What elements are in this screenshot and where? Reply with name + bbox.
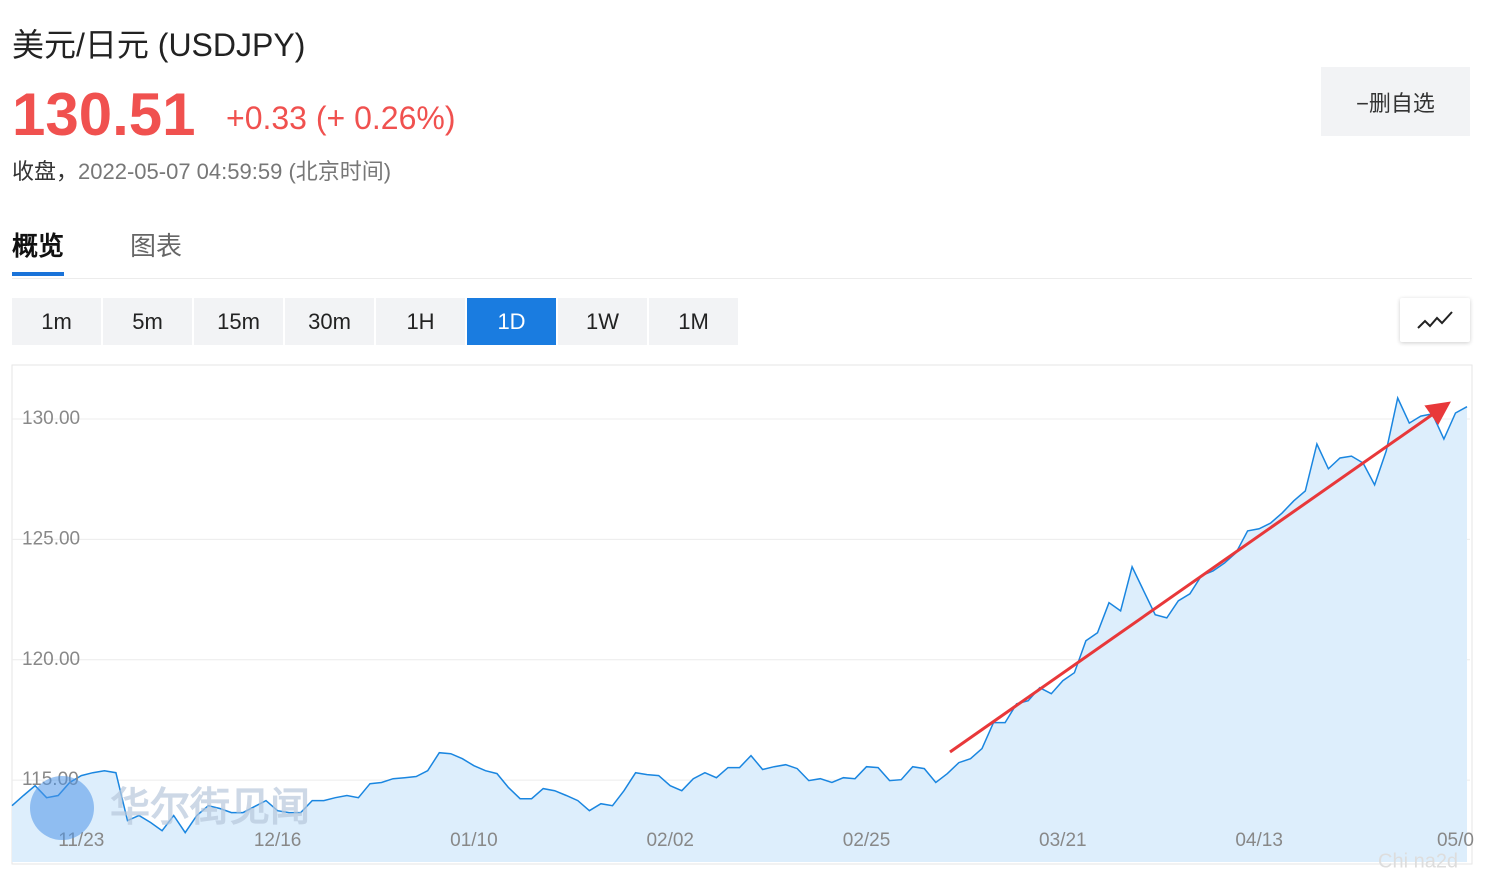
watermark: 华尔街见闻 [110, 786, 310, 830]
interval-button[interactable]: 1m [12, 298, 101, 345]
trend-arrow [949, 401, 1451, 754]
title: 美元/日元 (USDJPY) [12, 27, 306, 63]
interval-button[interactable]: 5m [103, 298, 192, 345]
chart-type-button[interactable] [1400, 298, 1470, 342]
interval-button[interactable]: 1M [649, 298, 738, 345]
interval-button[interactable]: 1W [558, 298, 647, 345]
x-tick-label: 05/0 [1437, 830, 1474, 851]
x-tick-label: 03/21 [1039, 830, 1087, 851]
tab[interactable]: 概览 [12, 231, 65, 261]
x-tick-label: 02/02 [646, 830, 694, 851]
close-info: 收盘，2022-05-07 04:59:59 (北京时间) [12, 154, 391, 186]
change: +0.33 (+ 0.26%) [226, 100, 456, 136]
y-tick-label: 120.00 [22, 649, 80, 670]
divider [12, 278, 1472, 279]
timezone: (北京时间) [288, 159, 392, 184]
tab[interactable]: 图表 [130, 231, 183, 261]
price: 130.51 [12, 81, 196, 148]
y-tick-label: 130.00 [22, 408, 80, 429]
price-line [11, 395, 1468, 834]
interval-button[interactable]: 1H [376, 298, 465, 345]
chart-type-icon [1417, 311, 1453, 329]
x-tick-label: 12/16 [254, 830, 302, 851]
interval-button[interactable]: 1D [467, 298, 556, 345]
area-fill [12, 398, 1467, 862]
watermark-logo [30, 776, 94, 840]
interval-button[interactable]: 15m [194, 298, 283, 345]
x-tick-label: 01/10 [450, 830, 498, 851]
interval-bar: 1m 5m 15m 30m 1H 1D 1W 1M [12, 298, 738, 345]
interval-button[interactable]: 30m [285, 298, 374, 345]
x-tick-label: 04/13 [1235, 830, 1283, 851]
close-label: 收盘， [12, 159, 79, 184]
tab-indicator [12, 272, 64, 276]
watermark: Chi na2d [1378, 850, 1458, 872]
watchlist-button[interactable]: −删自选 [1321, 67, 1470, 136]
close-time: 2022-05-07 04:59:59 [78, 159, 283, 184]
y-tick-label: 125.00 [22, 528, 80, 549]
x-tick-label: 02/25 [843, 830, 891, 851]
